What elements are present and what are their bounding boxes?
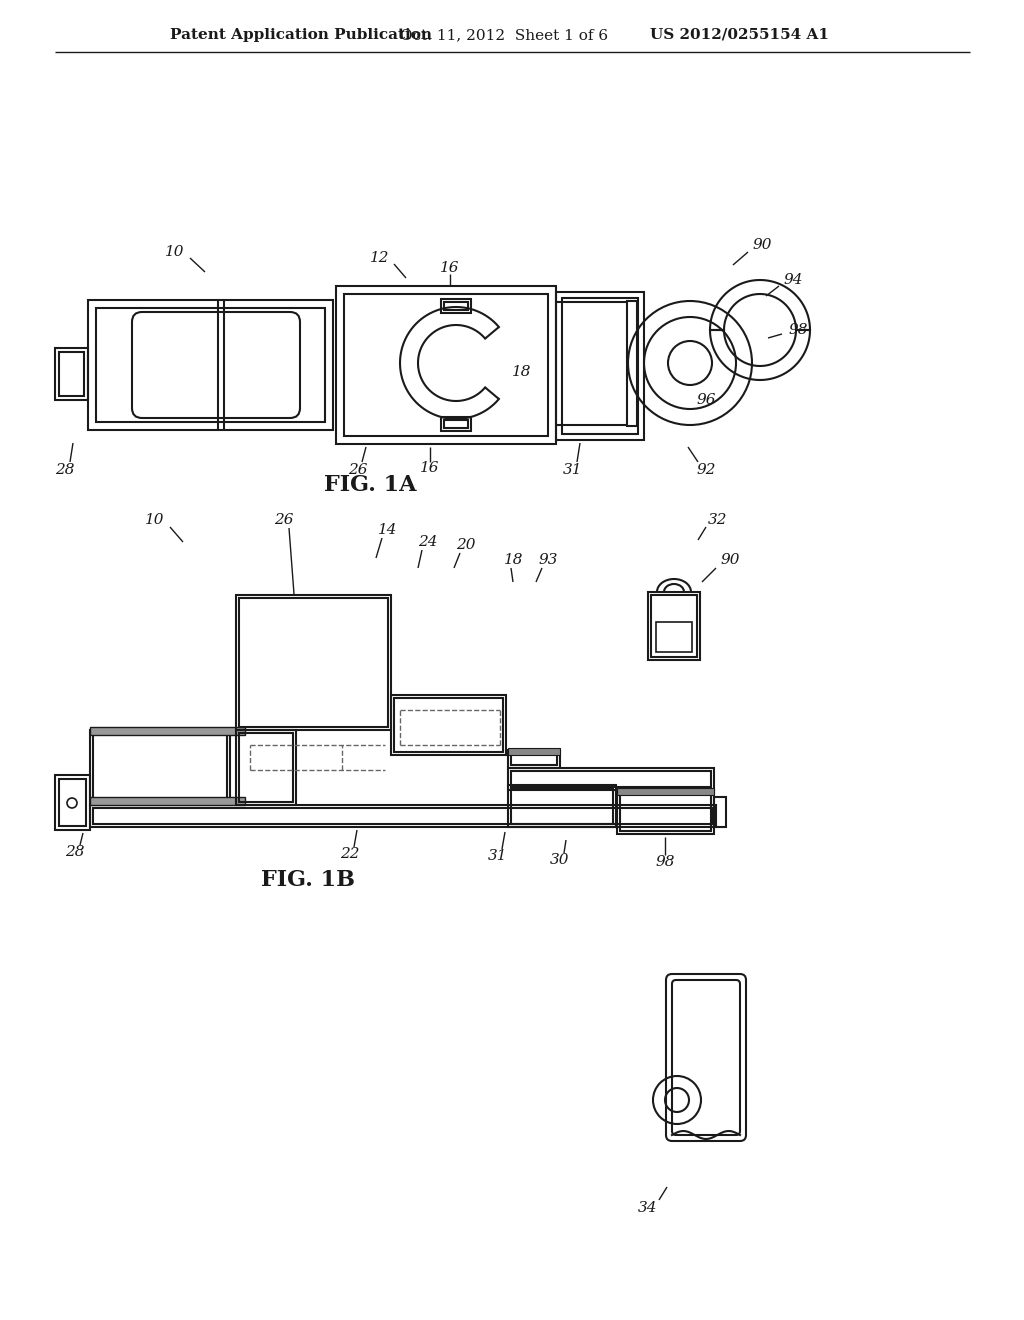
Bar bbox=[239, 598, 388, 727]
Bar bbox=[617, 789, 714, 834]
Text: 10: 10 bbox=[165, 246, 184, 259]
Bar bbox=[648, 591, 700, 660]
Bar bbox=[93, 808, 713, 824]
Text: 94: 94 bbox=[783, 273, 803, 286]
Bar bbox=[511, 752, 557, 766]
Text: 32: 32 bbox=[709, 513, 728, 527]
Text: FIG. 1A: FIG. 1A bbox=[324, 474, 416, 496]
Text: 24: 24 bbox=[418, 535, 437, 549]
Bar bbox=[391, 696, 506, 755]
Bar bbox=[620, 793, 711, 832]
Text: 30: 30 bbox=[550, 853, 569, 867]
Text: 20: 20 bbox=[457, 539, 476, 552]
Bar bbox=[656, 622, 692, 652]
Bar bbox=[617, 788, 714, 795]
Bar bbox=[508, 748, 560, 755]
Text: Patent Application Publication: Patent Application Publication bbox=[170, 28, 432, 42]
Bar bbox=[59, 779, 86, 826]
Bar bbox=[88, 300, 333, 430]
Bar bbox=[441, 417, 471, 432]
Bar bbox=[508, 785, 616, 828]
Bar bbox=[441, 300, 471, 313]
Text: 22: 22 bbox=[340, 847, 359, 861]
Text: 96: 96 bbox=[696, 393, 716, 407]
Bar bbox=[556, 292, 644, 440]
Text: 92: 92 bbox=[696, 463, 716, 477]
Text: FIG. 1B: FIG. 1B bbox=[261, 869, 355, 891]
Bar bbox=[651, 595, 697, 657]
Text: 34: 34 bbox=[638, 1201, 657, 1214]
Bar bbox=[714, 797, 726, 828]
Text: 14: 14 bbox=[378, 523, 397, 537]
Bar bbox=[394, 698, 503, 752]
Text: 90: 90 bbox=[753, 238, 772, 252]
Text: 16: 16 bbox=[420, 461, 439, 475]
Bar bbox=[336, 286, 556, 444]
Bar bbox=[96, 308, 325, 422]
Bar bbox=[90, 730, 230, 805]
Text: 26: 26 bbox=[274, 513, 294, 527]
Text: 28: 28 bbox=[55, 463, 75, 477]
Bar bbox=[344, 294, 548, 436]
Text: 26: 26 bbox=[348, 463, 368, 477]
Text: 31: 31 bbox=[563, 463, 583, 477]
Bar bbox=[239, 733, 293, 803]
Text: US 2012/0255154 A1: US 2012/0255154 A1 bbox=[650, 28, 829, 42]
Text: 16: 16 bbox=[440, 261, 460, 275]
Bar bbox=[90, 797, 245, 805]
Bar bbox=[508, 768, 714, 789]
Bar bbox=[236, 595, 391, 730]
Text: 12: 12 bbox=[371, 251, 390, 265]
Text: 93: 93 bbox=[539, 553, 558, 568]
Bar bbox=[444, 420, 468, 428]
Text: 31: 31 bbox=[488, 849, 508, 863]
Bar bbox=[93, 733, 227, 803]
Text: 98: 98 bbox=[655, 855, 675, 869]
Bar bbox=[90, 805, 716, 828]
Bar bbox=[562, 298, 638, 434]
Text: 10: 10 bbox=[145, 513, 165, 527]
Text: Oct. 11, 2012  Sheet 1 of 6: Oct. 11, 2012 Sheet 1 of 6 bbox=[400, 28, 608, 42]
Bar bbox=[55, 348, 88, 400]
Text: 18: 18 bbox=[512, 366, 531, 379]
Bar bbox=[59, 352, 84, 396]
Bar bbox=[90, 727, 245, 735]
Bar bbox=[511, 771, 711, 787]
Text: 98: 98 bbox=[788, 323, 808, 337]
Text: 18: 18 bbox=[504, 553, 523, 568]
Bar bbox=[627, 301, 637, 426]
Text: 90: 90 bbox=[720, 553, 739, 568]
Bar bbox=[511, 788, 613, 824]
Bar bbox=[236, 730, 296, 805]
Bar bbox=[444, 302, 468, 310]
Bar bbox=[508, 750, 560, 768]
Bar bbox=[55, 775, 90, 830]
Text: 28: 28 bbox=[66, 845, 85, 859]
